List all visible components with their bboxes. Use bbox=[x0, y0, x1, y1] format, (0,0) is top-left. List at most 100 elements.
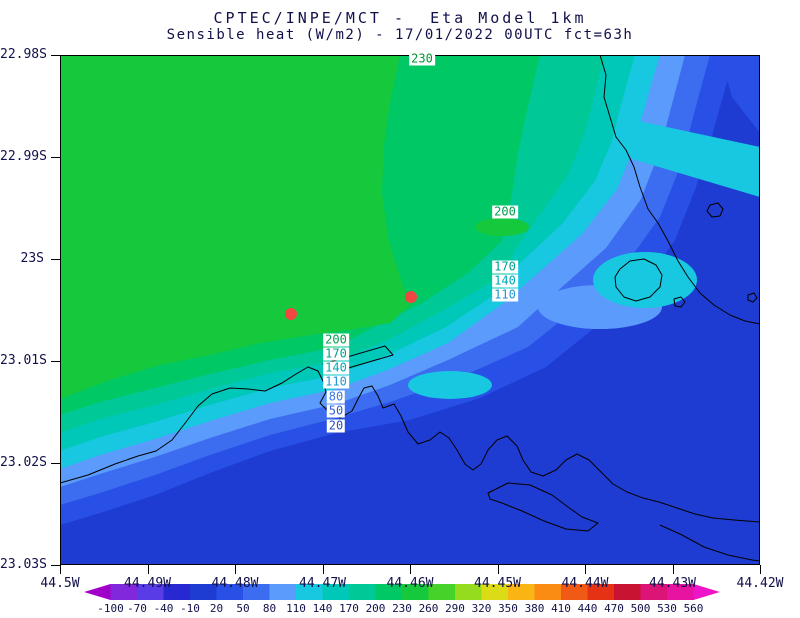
lat-tick bbox=[51, 361, 60, 362]
coastline-northeast bbox=[599, 54, 761, 325]
lon-axis-label: 44.44W bbox=[561, 576, 609, 591]
contour-label: 200 bbox=[323, 332, 349, 347]
contour-label: 20 bbox=[326, 418, 346, 433]
colorbar-segment bbox=[216, 584, 244, 600]
lon-tick bbox=[760, 565, 761, 574]
coastline-mainland bbox=[59, 366, 761, 523]
lat-tick bbox=[51, 157, 60, 158]
lat-axis-label: 23.02S bbox=[0, 455, 47, 470]
contour-label: 170 bbox=[492, 259, 518, 274]
lon-tick bbox=[497, 565, 499, 574]
contour-label: 170 bbox=[323, 346, 349, 361]
lat-tick bbox=[51, 55, 60, 56]
colorbar-tick-label: 560 bbox=[683, 602, 704, 615]
colorbar-segment bbox=[84, 584, 111, 600]
fill-coastal-strip bbox=[620, 117, 760, 197]
contour-label: 80 bbox=[326, 389, 346, 404]
colorbar-segment bbox=[587, 584, 615, 600]
colorbar-tick-label: 200 bbox=[365, 602, 386, 615]
colorbar-tick-label: 20 bbox=[209, 602, 224, 615]
lon-tick bbox=[60, 565, 61, 574]
chart-title-line2: Sensible heat (W/m2) - 17/01/2022 00UTC … bbox=[166, 27, 634, 43]
colorbar-tick-label: 320 bbox=[471, 602, 492, 615]
lon-axis-label: 44.47W bbox=[299, 576, 346, 591]
islet-outline-2 bbox=[673, 296, 686, 308]
island-outline-large bbox=[614, 258, 663, 302]
colorbar-segment bbox=[110, 584, 138, 600]
fill-island-cyan-patch bbox=[593, 252, 697, 308]
colorbar-segment bbox=[137, 584, 164, 600]
coastline-group bbox=[59, 54, 761, 562]
contour-map-svg bbox=[59, 54, 761, 565]
colorbar-segment bbox=[243, 584, 270, 600]
lat-tick bbox=[51, 565, 60, 566]
colorbar-tick-label: 500 bbox=[630, 602, 651, 615]
lat-axis-label: 23S bbox=[20, 251, 44, 266]
lon-axis-label: 44.49W bbox=[124, 576, 171, 591]
colorbar-tick-label: 260 bbox=[418, 602, 439, 615]
colorbar-segment bbox=[640, 584, 668, 600]
colorbar-tick-label: 410 bbox=[551, 602, 571, 615]
colorbar-tick-label: -40 bbox=[153, 602, 174, 615]
lat-tick bbox=[51, 259, 60, 260]
colorbar-tick-label: 350 bbox=[498, 602, 518, 615]
contour-label: 200 bbox=[492, 204, 518, 219]
colorbar bbox=[84, 584, 720, 600]
islet-outline-1 bbox=[706, 202, 724, 218]
station-marker bbox=[285, 308, 297, 320]
lon-axis-label: 44.45W bbox=[474, 576, 521, 591]
lon-tick bbox=[410, 565, 411, 574]
colorbar-segment bbox=[455, 584, 482, 600]
lon-axis-label: 44.43W bbox=[649, 576, 696, 591]
colorbar-segment bbox=[693, 584, 720, 600]
colorbar-segment bbox=[667, 584, 694, 600]
map-area bbox=[59, 54, 761, 565]
colorbar-tick-label: 470 bbox=[604, 602, 624, 615]
fill-band-230 bbox=[60, 55, 410, 399]
coastline-southeast-fragment bbox=[659, 524, 761, 562]
colorbar-segment bbox=[322, 584, 350, 600]
colorbar-segment bbox=[375, 584, 403, 600]
lon-tick bbox=[672, 565, 674, 574]
colorbar-segment bbox=[561, 584, 588, 600]
lat-axis-label: 22.98S bbox=[0, 47, 47, 62]
colorbar-tick-label: -100 bbox=[97, 602, 124, 615]
contour-label: 230 bbox=[409, 51, 435, 66]
lat-axis-label: 23.03S bbox=[0, 557, 47, 572]
colorbar-segment bbox=[296, 584, 323, 600]
lon-axis-label: 44.42W bbox=[736, 576, 784, 591]
colorbar-tick-label: 50 bbox=[236, 602, 250, 615]
colorbar-tick-label: 80 bbox=[262, 602, 277, 615]
contour-label: 110 bbox=[492, 287, 518, 302]
station-marker bbox=[405, 291, 417, 303]
lat-axis-label: 22.99S bbox=[0, 149, 47, 164]
lon-axis-label: 44.5W bbox=[40, 576, 80, 591]
lon-tick bbox=[322, 565, 324, 574]
lat-axis-label: 23.01S bbox=[0, 353, 47, 368]
fill-local-max-ellipse bbox=[475, 218, 529, 236]
colorbar-tick-label: 290 bbox=[445, 602, 465, 615]
colorbar-tick-label: 230 bbox=[392, 602, 412, 615]
colorbar-segment bbox=[534, 584, 562, 600]
lon-tick bbox=[147, 565, 149, 574]
lon-tick bbox=[235, 565, 236, 574]
contour-label: 110 bbox=[323, 374, 349, 389]
colorbar-tick-label: -10 bbox=[180, 602, 200, 615]
lon-axis-label: 44.46W bbox=[386, 576, 434, 591]
colorbar-tick-label: 380 bbox=[524, 602, 545, 615]
contour-label: 140 bbox=[323, 360, 349, 375]
contour-label: 140 bbox=[492, 273, 518, 288]
colorbar-segment bbox=[190, 584, 217, 600]
chart-title-line1: CPTEC/INPE/MCT - Eta Model 1km bbox=[213, 9, 587, 27]
colorbar-tick-label: 110 bbox=[286, 602, 306, 615]
colorbar-segment bbox=[269, 584, 297, 600]
islet-outline-3 bbox=[747, 292, 758, 303]
colorbar-segment bbox=[349, 584, 376, 600]
colorbar-tick-label: 530 bbox=[657, 602, 677, 615]
lat-tick bbox=[51, 463, 60, 464]
colorbar-tick-label: 140 bbox=[312, 602, 333, 615]
lon-axis-label: 44.48W bbox=[211, 576, 259, 591]
colorbar-segment bbox=[428, 584, 456, 600]
fill-corner-wedge bbox=[720, 55, 760, 133]
